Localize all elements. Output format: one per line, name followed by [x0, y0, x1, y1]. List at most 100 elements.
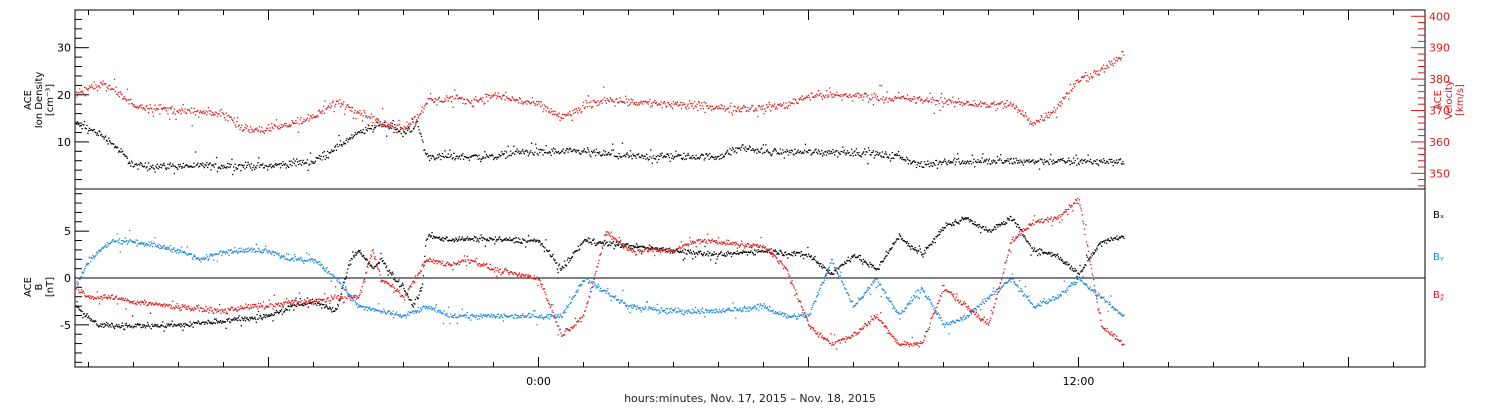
bx-point [552, 253, 554, 256]
by-point [593, 281, 595, 283]
bx-point [1021, 229, 1023, 231]
density-point [969, 160, 971, 162]
by-point [667, 312, 669, 314]
bx-point [168, 324, 170, 326]
density-point [938, 162, 940, 164]
velocity-point [113, 78, 116, 80]
bx-point [509, 237, 511, 239]
density-point [786, 149, 788, 151]
bx-point [1069, 268, 1071, 270]
by-point [287, 259, 289, 261]
bx-point [1084, 264, 1086, 266]
bx-point [502, 240, 504, 242]
by-point [365, 307, 367, 309]
velocity-point [130, 98, 132, 100]
velocity-point [659, 104, 662, 106]
velocity-point [426, 103, 428, 105]
bx-point [1047, 253, 1049, 255]
velocity-point [234, 124, 236, 126]
velocity-point [922, 102, 924, 104]
bx-point [404, 290, 406, 292]
velocity-point [793, 103, 795, 105]
density-point [114, 145, 116, 147]
density-point [748, 145, 751, 147]
by-point [131, 240, 133, 242]
bx-point [497, 238, 499, 241]
velocity-point [506, 97, 508, 100]
b-tick-label: 0 [64, 272, 71, 285]
bx-point [863, 261, 865, 263]
top-panel-frame [74, 9, 1426, 190]
by-point [352, 299, 355, 301]
by-point [513, 317, 515, 319]
velocity-point [1117, 58, 1119, 60]
density-point [834, 154, 836, 156]
by-point [208, 258, 210, 260]
density-point [334, 146, 336, 148]
density-point [574, 149, 576, 151]
bx-point [1011, 219, 1013, 222]
density-point [474, 155, 476, 157]
by-point [588, 281, 590, 283]
velocity-point [155, 109, 157, 111]
by-point [120, 243, 122, 245]
density-point [928, 166, 930, 168]
density-point [1094, 160, 1097, 162]
by-point [118, 242, 120, 244]
bx-point [586, 239, 588, 241]
density-point [843, 149, 845, 152]
density-point [527, 151, 529, 153]
by-point [559, 313, 561, 315]
velocity-point [863, 96, 865, 98]
density-point [143, 165, 146, 167]
velocity-point [712, 108, 714, 111]
by-point [439, 311, 441, 314]
bx-point [754, 249, 756, 251]
by-point [135, 239, 137, 241]
by-point [136, 245, 138, 247]
bx-point [453, 241, 455, 243]
velocity-point [204, 112, 206, 114]
bx-point [883, 258, 885, 260]
by-point [669, 311, 671, 313]
velocity-point [166, 107, 168, 109]
by-point [427, 308, 429, 310]
density-point [1022, 164, 1024, 166]
by-point [310, 258, 312, 260]
bx-point [447, 240, 449, 242]
by-point [518, 316, 520, 318]
velocity-point [324, 100, 326, 102]
velocity-point [472, 106, 474, 108]
density-point [369, 128, 371, 130]
by-point [449, 322, 451, 325]
by-point [617, 299, 619, 301]
density-point [1006, 160, 1008, 162]
density-point [267, 166, 270, 168]
bx-point [527, 235, 530, 237]
bx-point [1021, 234, 1024, 236]
density-point [888, 157, 890, 159]
velocity-point [456, 94, 458, 96]
velocity-point [395, 126, 397, 128]
velocity-point [848, 94, 850, 96]
velocity-point [584, 106, 586, 108]
density-point [1057, 159, 1059, 161]
by-point [346, 291, 348, 293]
bx-point [726, 254, 728, 256]
density-point [731, 146, 734, 149]
bx-point [1034, 250, 1037, 253]
by-point [249, 249, 251, 251]
velocity-point [686, 105, 688, 107]
density-point [200, 163, 202, 165]
velocity-point [924, 99, 926, 102]
bx-point [1083, 267, 1085, 269]
bx-point [1065, 263, 1067, 265]
density-point [139, 164, 141, 166]
by-point [571, 297, 573, 300]
density-point [806, 150, 808, 153]
by-point [674, 307, 677, 309]
bx-point [360, 252, 362, 254]
velocity-point [450, 100, 453, 103]
bx-point [988, 229, 990, 231]
density-point [600, 155, 602, 157]
